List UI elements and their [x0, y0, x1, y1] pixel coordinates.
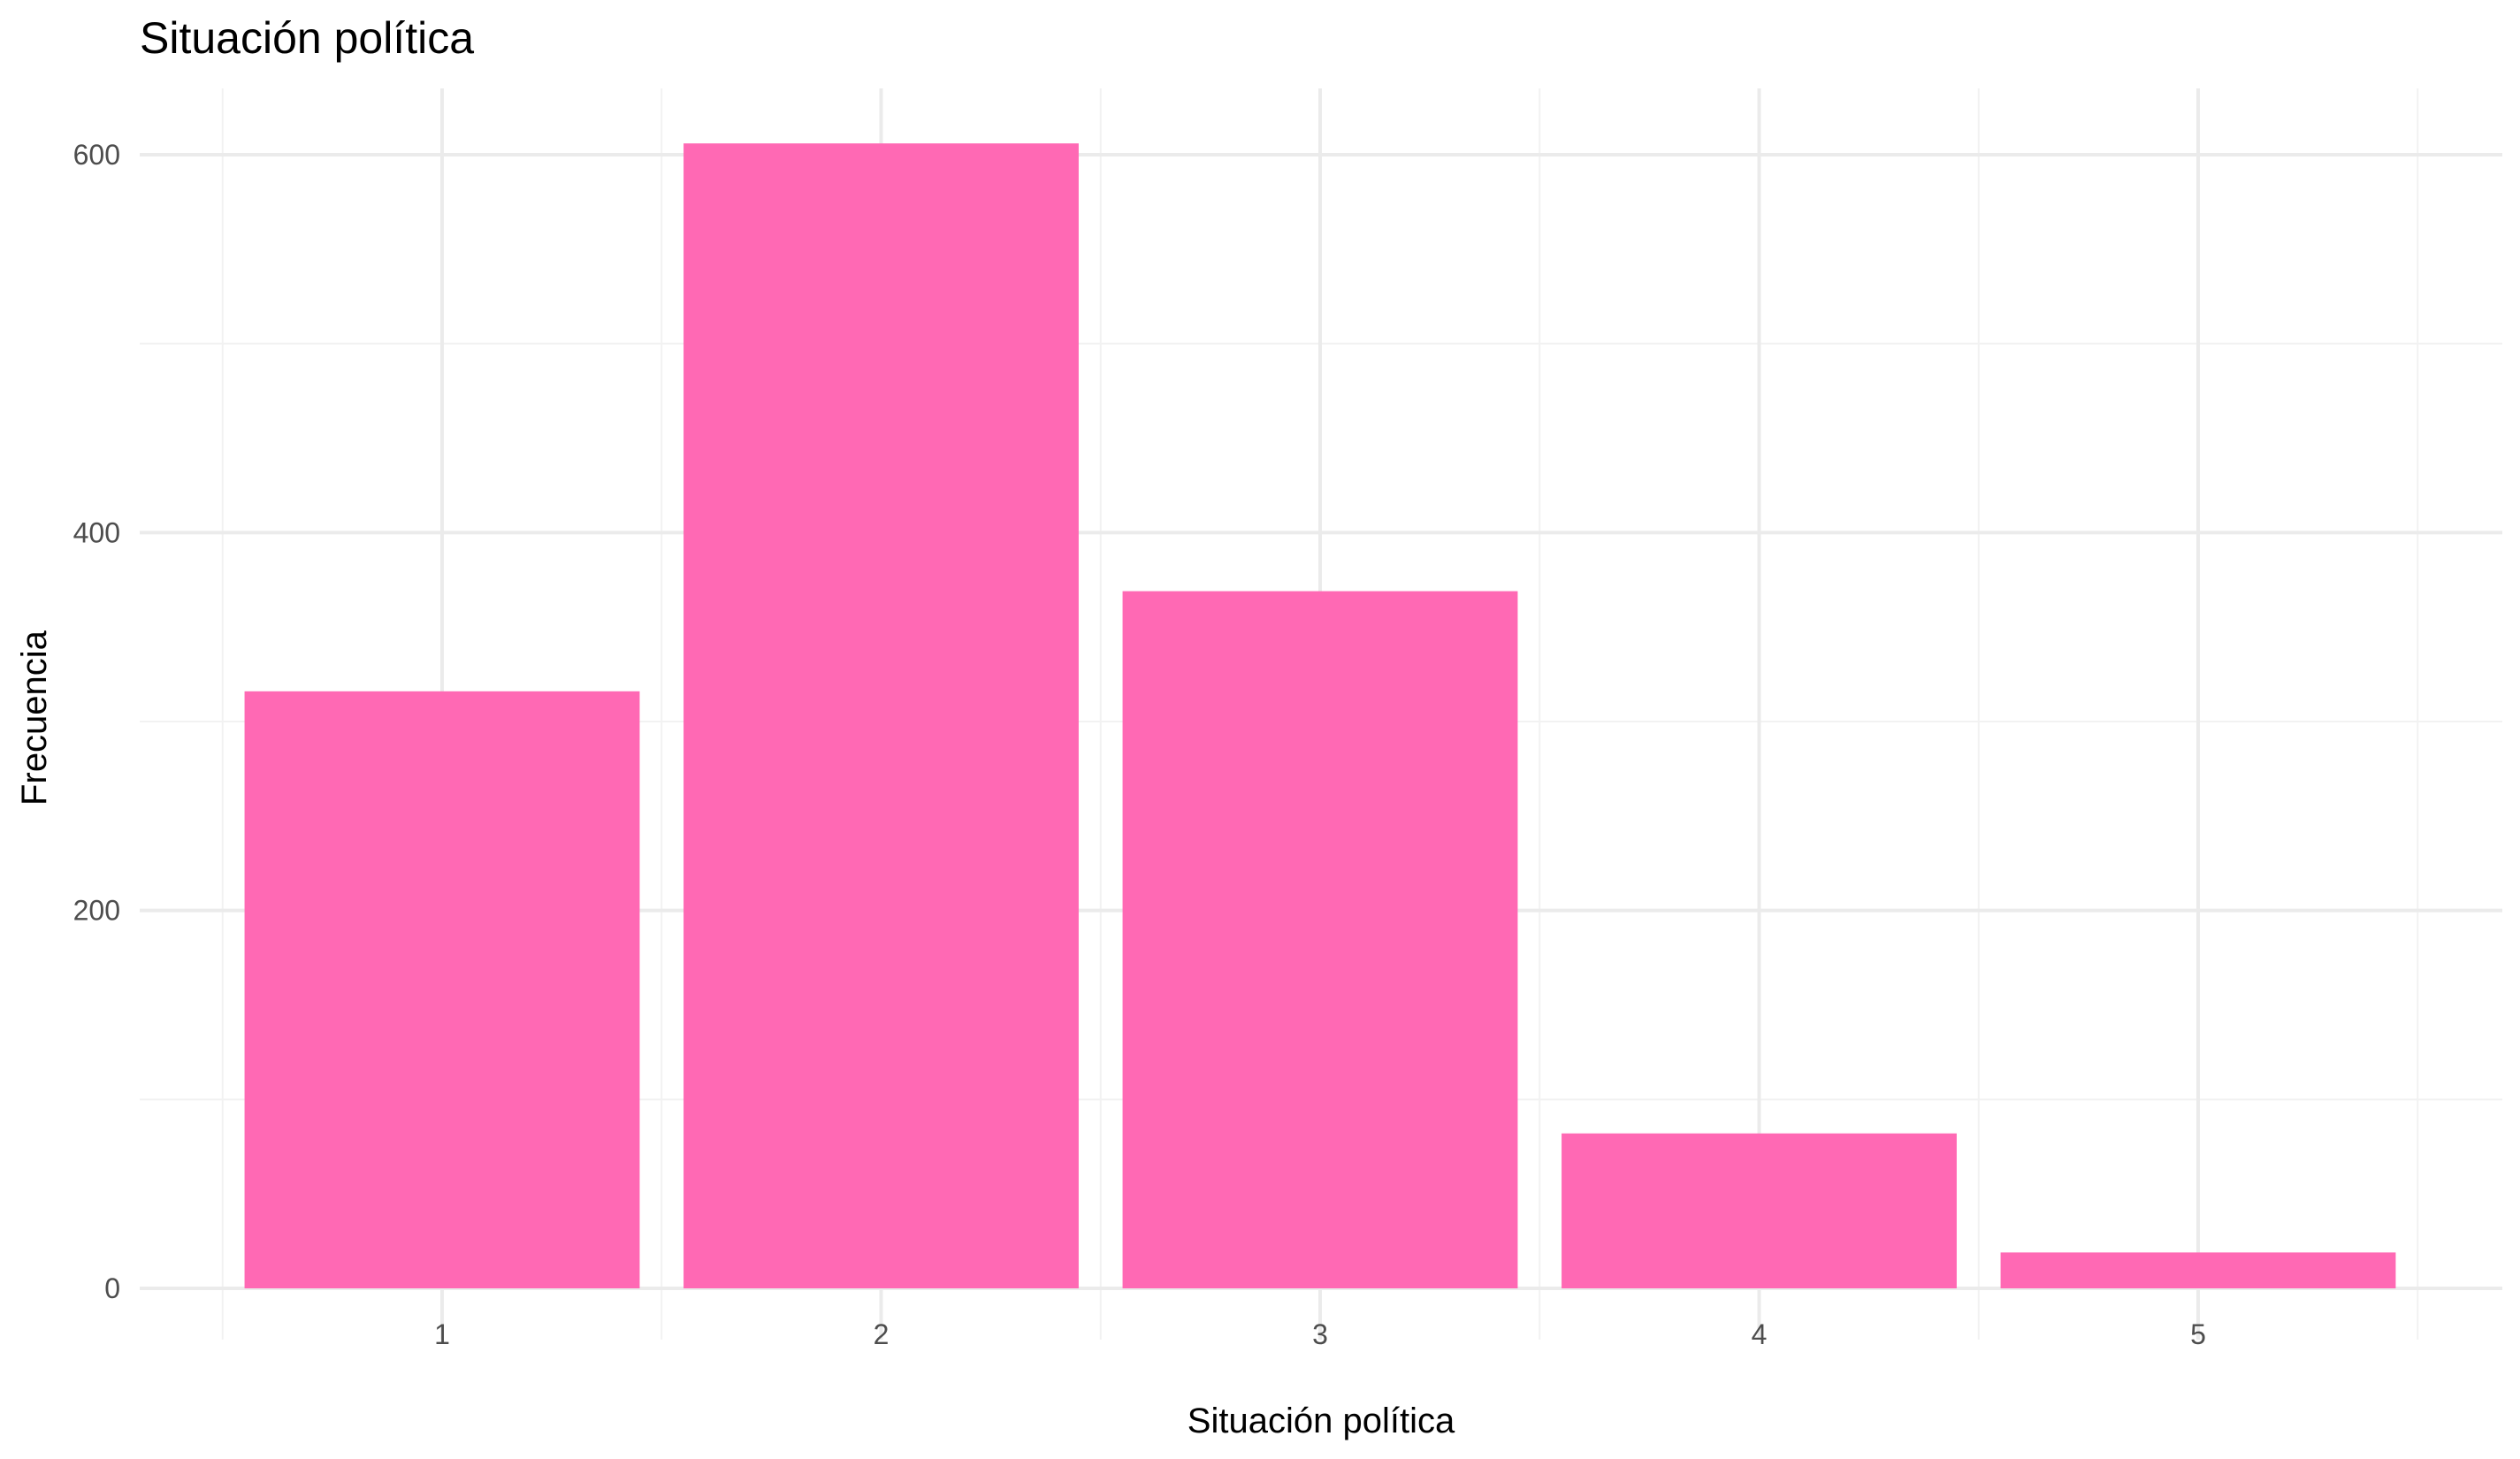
y-tick-label: 0	[104, 1272, 120, 1304]
bars-layer	[244, 143, 2396, 1289]
y-tick-label: 200	[73, 895, 120, 927]
y-tick-label: 600	[73, 139, 120, 171]
bar-4	[1562, 1133, 1957, 1288]
x-tick-label: 5	[2190, 1318, 2206, 1350]
y-tick-label: 400	[73, 516, 120, 548]
x-axis-title: Situación política	[1187, 1402, 1455, 1440]
labels-layer: 0 200 400 600 1 2 3 4 5	[73, 139, 2206, 1350]
chart-title: Situación política	[140, 13, 474, 63]
bar-3	[1122, 591, 1518, 1288]
bar-5	[2000, 1252, 2396, 1288]
y-axis-title: Frecuencia	[15, 630, 54, 806]
x-tick-label: 1	[434, 1318, 450, 1350]
x-tick-label: 4	[1752, 1318, 1768, 1350]
bar-2	[683, 143, 1079, 1289]
x-tick-label: 3	[1312, 1318, 1328, 1350]
x-tick-label: 2	[874, 1318, 890, 1350]
bar-1	[244, 691, 640, 1288]
